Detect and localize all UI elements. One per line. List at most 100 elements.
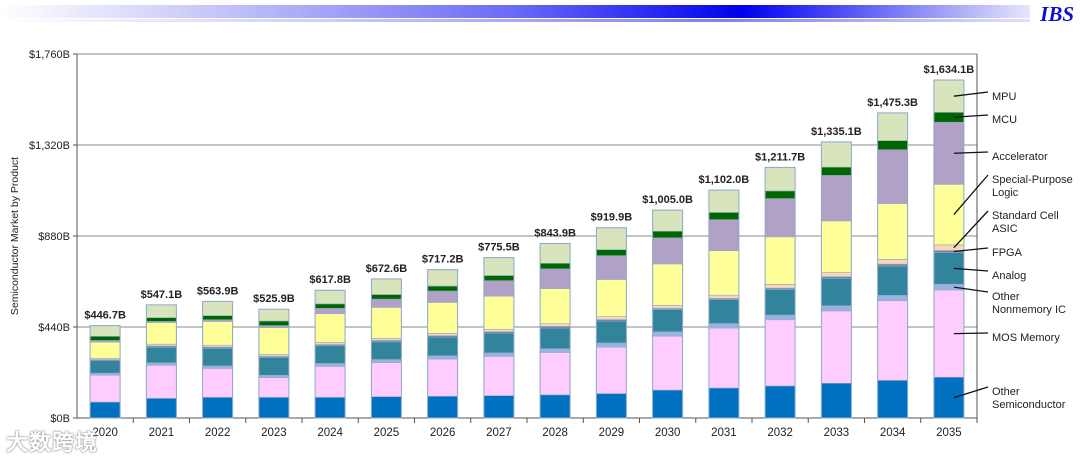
bar-outline xyxy=(370,278,402,419)
bar-segment-other-semiconductor xyxy=(821,382,852,419)
header-gradient-line xyxy=(0,19,1030,22)
x-tick-label: 2032 xyxy=(767,427,793,439)
bar-segment-special-purpose-logic xyxy=(371,307,402,339)
bar-segment-accelerator xyxy=(371,298,402,308)
bar-outline xyxy=(145,304,177,419)
x-tick-label: 2022 xyxy=(205,427,231,439)
bar-segment-analog xyxy=(146,346,177,364)
total-label: $617.8B xyxy=(309,274,351,286)
total-label: $1,475.3B xyxy=(867,97,918,109)
total-label: $919.9B xyxy=(591,212,633,224)
bar-segment-other-nonmemory-ic xyxy=(258,374,290,378)
bar-segment-mos-memory xyxy=(539,352,571,396)
bar-segment-mcu xyxy=(877,140,908,151)
legend-label: FPGA xyxy=(992,247,1023,259)
legend-label: ASIC xyxy=(992,223,1018,235)
bar-segment-other-semiconductor xyxy=(314,397,346,419)
bar-segment-mos-memory xyxy=(314,365,346,398)
bar-segment-mcu xyxy=(821,166,852,176)
bar-segment-special-purpose-logic xyxy=(596,279,627,317)
ibs-logo: IBS xyxy=(1040,2,1074,26)
total-label: $525.9B xyxy=(253,293,295,305)
bar-segment-other-semiconductor xyxy=(708,387,740,419)
bar-segment-other-semiconductor xyxy=(202,397,233,419)
bar-segment-other-semiconductor xyxy=(652,389,683,419)
legend-label: Accelerator xyxy=(992,151,1048,163)
bar-outline xyxy=(820,141,852,419)
bar-segment-accelerator xyxy=(652,237,683,265)
bar-segment-other-semiconductor xyxy=(933,376,965,419)
bar-segment-mcu xyxy=(89,336,121,341)
bar-segment-mpu xyxy=(258,308,290,322)
bar-segment-special-purpose-logic xyxy=(877,203,908,260)
legend-label: Special-Purpose xyxy=(992,174,1073,186)
bar-segment-special-purpose-logic xyxy=(258,327,290,355)
bar-segment-other-nonmemory-ic xyxy=(933,283,965,291)
bar-segment-accelerator xyxy=(821,175,852,222)
x-tick-label: 2029 xyxy=(599,427,625,439)
bar-segment-mpu xyxy=(483,257,515,276)
bar-segment-other-nonmemory-ic xyxy=(146,362,177,366)
bar-segment-mpu xyxy=(146,304,177,318)
bar-outline xyxy=(258,308,290,419)
legend-label: MPU xyxy=(992,91,1017,103)
bar-segment-mos-memory xyxy=(258,377,290,398)
bar-segment-other-nonmemory-ic xyxy=(652,331,683,337)
bar-segment-mcu xyxy=(202,315,233,321)
bar-segment-mpu xyxy=(652,209,683,232)
bar-segment-other-nonmemory-ic xyxy=(202,365,233,369)
bar-segment-special-purpose-logic xyxy=(146,322,177,345)
y-tick-label: $1,320B xyxy=(29,140,70,152)
bar-segment-standard-cell-asic xyxy=(483,328,515,333)
bar-segment-mpu xyxy=(539,243,571,264)
bar-segment-other-semiconductor xyxy=(764,385,796,419)
bar-segment-mos-memory xyxy=(146,364,177,399)
bar-segment-accelerator xyxy=(427,290,458,303)
bar-outline xyxy=(89,325,121,419)
bar-segment-special-purpose-logic xyxy=(314,313,346,343)
legend-leader-line xyxy=(953,114,989,118)
bar-segment-accelerator xyxy=(596,255,627,280)
legend-leader-line xyxy=(953,247,989,253)
bar-outline xyxy=(595,227,627,419)
bar-segment-analog xyxy=(314,345,346,364)
x-tick-label: 2024 xyxy=(317,427,343,439)
bar-outline xyxy=(933,79,965,419)
bar-segment-mpu xyxy=(427,269,458,287)
total-label: $547.1B xyxy=(141,289,183,301)
legend-leader-line xyxy=(953,210,989,249)
bar-segment-accelerator xyxy=(708,219,740,251)
bar-segment-mcu xyxy=(652,230,683,239)
bar-segment-mpu xyxy=(596,227,627,250)
bar-segment-standard-cell-asic xyxy=(708,294,740,299)
bar-segment-mcu xyxy=(764,190,796,199)
x-tick-label: 2028 xyxy=(542,427,568,439)
x-tick-label: 2034 xyxy=(880,427,906,439)
bar-segment-other-nonmemory-ic xyxy=(708,323,740,329)
total-label: $717.2B xyxy=(422,254,464,266)
bar-outline xyxy=(314,289,346,419)
bar-segment-special-purpose-logic xyxy=(764,236,796,285)
bar-segment-other-semiconductor xyxy=(89,401,121,419)
bar-segment-standard-cell-asic xyxy=(764,284,796,289)
bar-segment-analog xyxy=(596,320,627,344)
legend-label: Standard Cell xyxy=(992,210,1059,222)
bar-segment-mos-memory xyxy=(483,356,515,396)
total-label: $1,102.0B xyxy=(698,174,749,186)
bar-segment-accelerator xyxy=(314,308,346,314)
bar-segment-accelerator xyxy=(258,325,290,328)
total-label: $775.5B xyxy=(478,242,520,254)
y-tick-label: $0B xyxy=(50,413,70,425)
bar-segment-standard-cell-asic xyxy=(314,342,346,345)
bar-segment-other-nonmemory-ic xyxy=(371,359,402,363)
bar-segment-analog xyxy=(764,289,796,316)
bar-segment-analog xyxy=(708,299,740,324)
bar-segment-special-purpose-logic xyxy=(933,183,965,246)
bar-segment-mcu xyxy=(596,249,627,256)
bar-segment-other-nonmemory-ic xyxy=(877,295,908,302)
bar-segment-other-nonmemory-ic xyxy=(483,352,515,357)
legend-leader-line xyxy=(953,151,989,154)
bar-outline xyxy=(202,300,234,419)
bar-segment-mos-memory xyxy=(371,362,402,397)
bar-segment-accelerator xyxy=(539,268,571,289)
